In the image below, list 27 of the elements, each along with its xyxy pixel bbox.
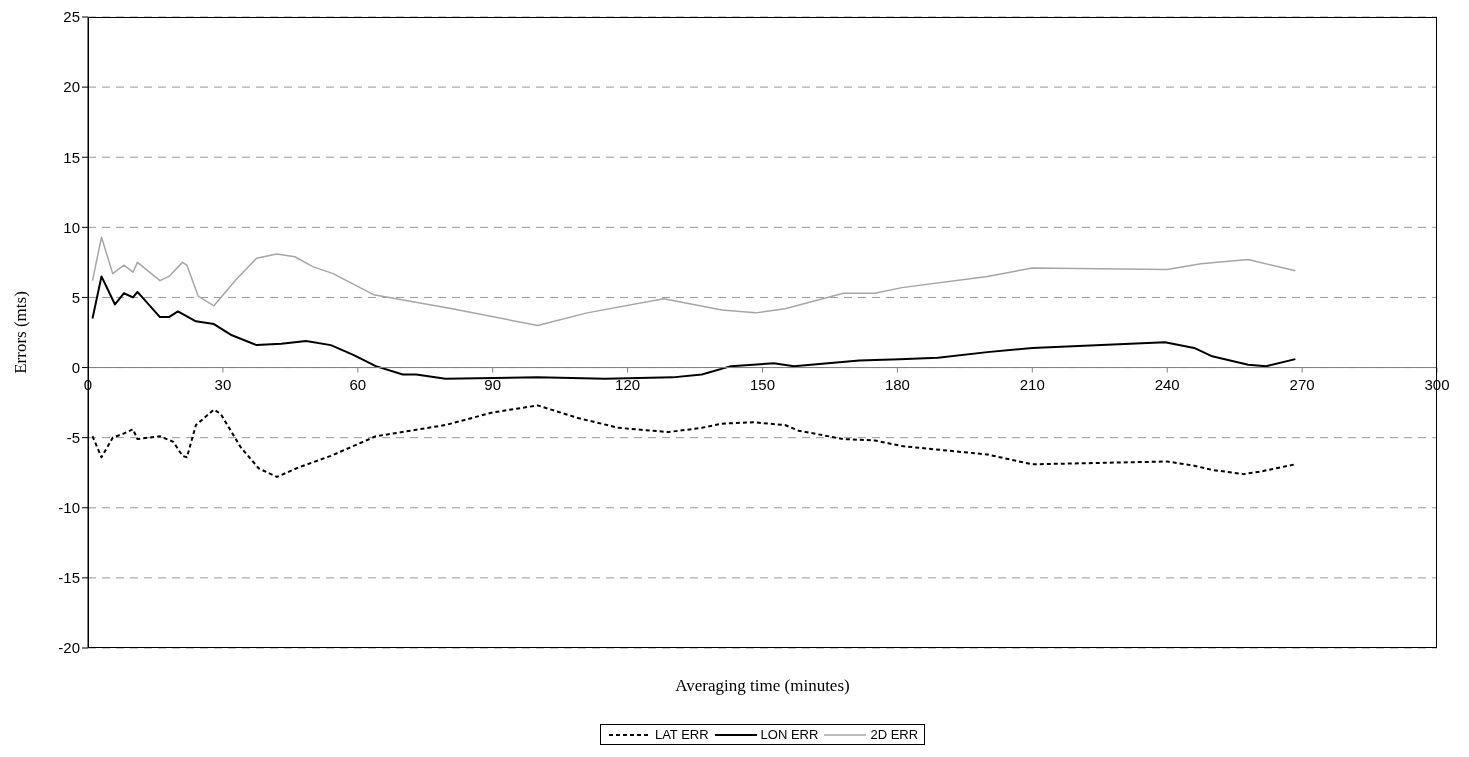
y-tick-label: -10 <box>58 499 80 517</box>
legend-label: LON ERR <box>760 727 819 742</box>
y-tick-label: 20 <box>63 78 80 96</box>
x-tick-label: 60 <box>349 375 367 393</box>
line-series <box>91 404 1297 478</box>
x-tick-label: 180 <box>884 375 910 393</box>
legend-label: 2D ERR <box>870 727 919 742</box>
legend-label: LAT ERR <box>654 727 709 742</box>
line-series <box>91 275 1297 380</box>
x-tick-label: 270 <box>1289 375 1315 393</box>
y-tick-label: 5 <box>71 288 80 306</box>
y-tick-label: -20 <box>58 639 80 657</box>
y-tick-label: 0 <box>71 358 80 376</box>
line-series <box>91 236 1297 327</box>
x-tick-label: 240 <box>1154 375 1180 393</box>
y-axis-title: Errors (mts) <box>11 291 31 374</box>
y-tick-label: 25 <box>63 8 80 26</box>
x-tick-label: 210 <box>1019 375 1045 393</box>
y-tick-label: 15 <box>63 148 80 166</box>
x-tick-label: 30 <box>214 375 232 393</box>
x-tick-label: 150 <box>749 375 776 393</box>
x-tick-label: 90 <box>484 375 502 393</box>
y-tick-label: -15 <box>58 569 80 587</box>
x-tick-label: 120 <box>615 375 641 393</box>
y-tick-label: 10 <box>63 218 80 236</box>
y-tick-label: -5 <box>66 428 80 446</box>
x-axis-title: Averaging time (minutes) <box>674 676 851 696</box>
